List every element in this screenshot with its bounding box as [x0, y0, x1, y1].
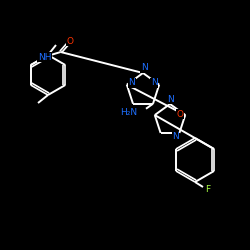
- Text: O: O: [66, 36, 73, 46]
- Text: N: N: [172, 132, 179, 141]
- Text: F: F: [206, 184, 210, 194]
- Text: N: N: [151, 78, 158, 87]
- Text: H₂N: H₂N: [120, 108, 137, 117]
- Text: NH: NH: [38, 52, 52, 62]
- Text: N: N: [128, 78, 135, 87]
- Text: N: N: [140, 64, 147, 72]
- Text: N: N: [168, 94, 174, 104]
- Text: O: O: [177, 110, 184, 118]
